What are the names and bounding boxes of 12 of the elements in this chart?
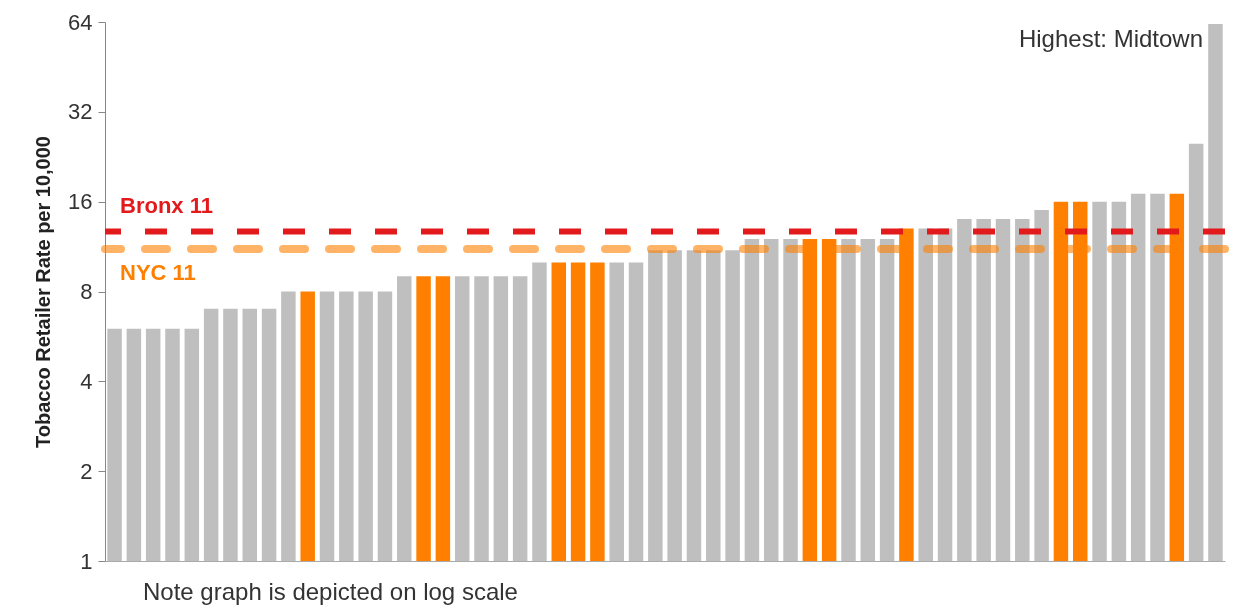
y-tick-label: 32: [68, 99, 93, 125]
text: Note graph is depicted on log scale: [143, 578, 518, 605]
ref-line-label: Bronx 11: [120, 192, 213, 218]
y-tick-label: 4: [80, 368, 93, 394]
y-tick-label: 64: [68, 9, 93, 35]
y-tick-label: 16: [68, 189, 93, 215]
ref-line-label: NYC 11: [120, 260, 196, 286]
y-tick-label: 1: [80, 548, 93, 574]
y-tick-label: 2: [80, 458, 93, 484]
y-axis-title: Tobacco Retailer Rate per 10,000: [32, 136, 55, 448]
annotation: Highest: Midtown: [1018, 25, 1203, 52]
y-tick-label: 8: [80, 279, 93, 304]
